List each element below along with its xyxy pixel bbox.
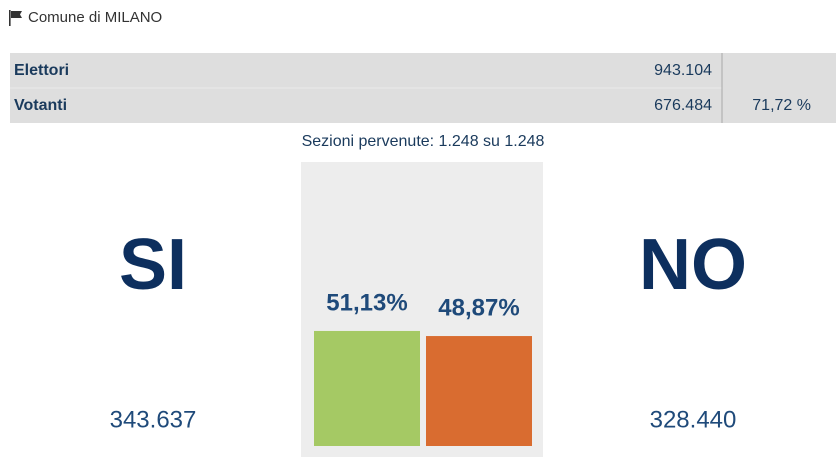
bar-label: 48,87% (438, 294, 519, 321)
flag-icon (9, 10, 22, 26)
row-value: 943.104 (654, 62, 712, 79)
option-label: NO (639, 225, 747, 305)
row-percent: 71,72 % (752, 97, 811, 114)
bar-label: 51,13% (326, 289, 407, 316)
header-title: Comune di MILANO (28, 9, 162, 26)
row-label: Elettori (14, 62, 69, 79)
sections-text: Sezioni pervenute: 1.248 su 1.248 (302, 133, 545, 150)
option-label: SI (119, 225, 187, 305)
vote-count: 328.440 (650, 406, 737, 433)
bar (314, 330, 420, 446)
row-value: 676.484 (654, 97, 712, 114)
bar (426, 336, 532, 446)
vote-count: 343.637 (110, 406, 197, 433)
row-label: Votanti (14, 97, 67, 114)
